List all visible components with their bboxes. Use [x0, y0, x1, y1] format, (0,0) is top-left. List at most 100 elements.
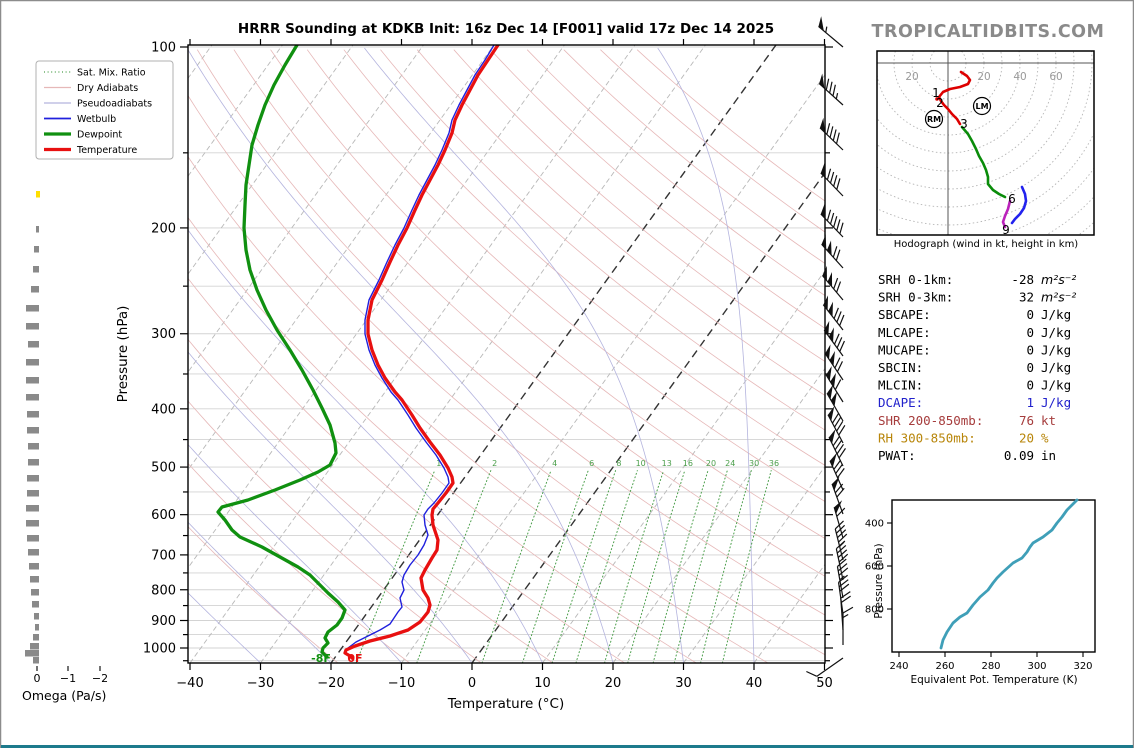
temp-tick-label--40: −40: [176, 676, 203, 691]
hodograph-ring-label: 40: [1013, 71, 1026, 83]
hodograph-ring-label: 60: [1049, 71, 1062, 83]
stat-value-7: 1: [1026, 395, 1034, 410]
hodograph-ring-label: 20: [977, 71, 990, 83]
legend-label-0: Sat. Mix. Ratio: [77, 68, 146, 79]
mixing-ratio-label-24: 24: [725, 459, 735, 468]
theta-e-x-label-260: 260: [935, 661, 954, 672]
stat-unit-6: J/kg: [1041, 378, 1071, 393]
stat-value-0: -28: [1011, 272, 1034, 287]
omega-bar: [33, 634, 39, 641]
x-axis-title: Temperature (°C): [447, 696, 565, 712]
y-axis-title: Pressure (hPa): [115, 306, 131, 403]
omega-bar: [27, 411, 39, 418]
stat-value-3: 0: [1026, 325, 1034, 340]
temp-tick-label-0: 0: [468, 676, 476, 691]
surface-dewpoint-label: -8F: [311, 652, 331, 665]
stat-label-3: MLCAPE:: [878, 325, 931, 340]
temp-tick-label-10: 10: [534, 676, 551, 691]
stat-unit-9: %: [1041, 430, 1049, 445]
omega-bar: [26, 359, 39, 366]
stat-label-8: SHR 200-850mb:: [878, 413, 983, 428]
omega-bar: [28, 443, 39, 450]
omega-tick-label: 0: [34, 672, 41, 685]
mixing-ratio-label-16: 16: [683, 459, 693, 468]
stat-value-9: 20: [1019, 430, 1034, 445]
stat-value-8: 76: [1019, 413, 1034, 428]
omega-bar: [28, 459, 39, 466]
omega-bar: [27, 490, 39, 497]
omega-bar-up: [36, 191, 40, 198]
omega-bar: [27, 535, 39, 542]
theta-e-x-label-300: 300: [1027, 661, 1046, 672]
stat-unit-3: J/kg: [1041, 325, 1071, 340]
hodograph-caption: Hodograph (wind in kt, height in km): [894, 239, 1079, 250]
hodograph-ring-label: 20: [905, 71, 918, 83]
legend-label-3: Wetbulb: [77, 114, 116, 125]
omega-tick-label: −2: [92, 672, 108, 685]
hodograph-height-label-9km: 9: [1002, 223, 1010, 237]
omega-bar: [27, 475, 39, 482]
theta-e-x-label-240: 240: [889, 661, 908, 672]
temp-tick-label--20: −20: [317, 676, 344, 691]
omega-bar: [26, 377, 39, 384]
pressure-tick-label-100: 100: [151, 41, 176, 56]
omega-bar: [30, 643, 39, 650]
stat-unit-2: J/kg: [1041, 307, 1071, 322]
skewt-legend: Sat. Mix. Ratio Dry Adiabats Pseudoadiabat…: [36, 61, 173, 159]
legend-label-5: Temperature: [76, 145, 137, 156]
mixing-ratio-label-36: 36: [769, 459, 779, 468]
stat-unit-10: in: [1041, 448, 1056, 463]
omega-bar: [26, 520, 39, 527]
theta-e-x-label-320: 320: [1073, 661, 1092, 672]
stat-unit-8: kt: [1041, 413, 1056, 428]
omega-bar: [34, 613, 39, 620]
omega-bar: [26, 394, 39, 401]
theta-e-x-label-280: 280: [981, 661, 1000, 672]
pressure-tick-label-600: 600: [151, 508, 176, 523]
hodograph-height-label-6km: 6: [1008, 192, 1016, 206]
stat-value-6: 0: [1026, 378, 1034, 393]
pressure-tick-label-800: 800: [151, 583, 176, 598]
pressure-tick-label-300: 300: [151, 327, 176, 342]
temp-tick-label-30: 30: [675, 676, 692, 691]
omega-bar: [26, 505, 39, 512]
omega-axis-title: Omega (Pa/s): [22, 688, 106, 703]
stat-label-5: SBCIN:: [878, 360, 923, 375]
omega-bar: [34, 246, 39, 253]
omega-tick-label: −1: [60, 672, 76, 685]
mixing-ratio-label-30: 30: [749, 459, 759, 468]
omega-bar: [30, 576, 39, 583]
hodograph-height-label-2km: 2: [936, 96, 944, 110]
temp-tick-label-50: 50: [816, 676, 833, 691]
omega-bar: [31, 589, 39, 596]
omega-bar: [33, 657, 39, 664]
omega-bar: [28, 341, 39, 348]
omega-bar: [29, 563, 39, 570]
theta-e-y-label-400: 400: [865, 519, 884, 530]
pressure-tick-label-200: 200: [151, 221, 176, 236]
stat-label-10: PWAT:: [878, 448, 916, 463]
chart-title: HRRR Sounding at KDKB Init: 16z Dec 14 […: [238, 21, 774, 37]
stat-value-1: 32: [1019, 290, 1034, 305]
surface-temperature-label: 0F: [347, 652, 362, 665]
theta-e-frame: [892, 500, 1095, 652]
stat-unit-1: m²s⁻²: [1041, 290, 1076, 305]
stat-label-2: SBCAPE:: [878, 307, 931, 322]
pressure-tick-label-400: 400: [151, 402, 176, 417]
pressure-tick-label-700: 700: [151, 548, 176, 563]
legend-label-2: Pseudoadiabats: [77, 99, 152, 110]
stat-label-9: RH 300-850mb:: [878, 430, 976, 445]
mixing-ratio-label-13: 13: [662, 459, 672, 468]
omega-bar: [27, 427, 39, 434]
temp-tick-label-40: 40: [746, 676, 763, 691]
pressure-tick-label-1000: 1000: [143, 642, 176, 657]
legend-label-1: Dry Adiabats: [77, 83, 138, 94]
mixing-ratio-label-2: 2: [492, 459, 497, 468]
storm-motion-label-LM: LM: [975, 102, 988, 111]
omega-bar: [31, 286, 39, 293]
mixing-ratio-label-20: 20: [706, 459, 716, 468]
pressure-tick-label-500: 500: [151, 461, 176, 476]
